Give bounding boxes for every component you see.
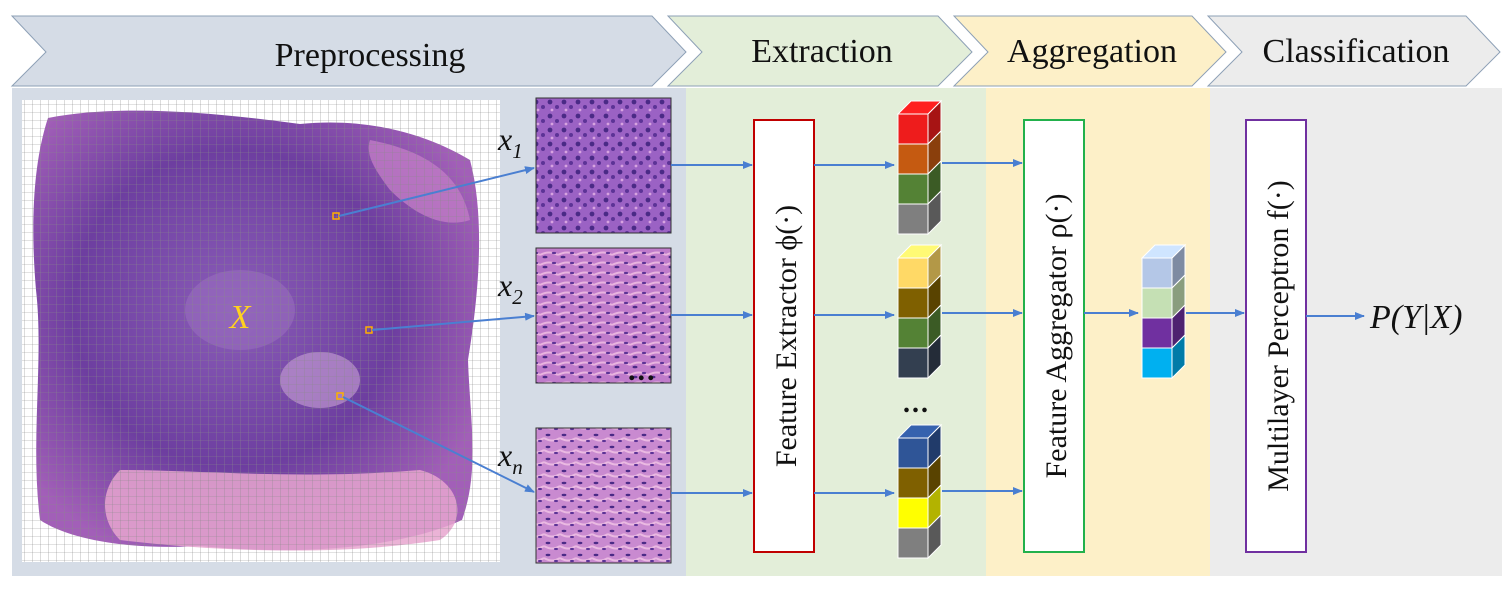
feature-aggregator-label: Feature Aggregator ρ(·) — [1040, 194, 1073, 479]
aggregated-cube-2 — [1141, 273, 1186, 320]
patch-label-n: xn — [497, 437, 523, 479]
extraction-chevron — [666, 15, 973, 87]
arrow-slide-to-patch-2 — [371, 312, 535, 331]
arrow-slide-to-patch-3 — [342, 396, 535, 493]
output-label: P(Y|X) — [1369, 299, 1462, 336]
feature-extractor-label: Feature Extractor ϕ(·) — [770, 205, 803, 467]
patch-label-2: x2 — [497, 267, 523, 309]
stack-n-cube-2 — [897, 453, 942, 500]
stage-label-extraction: Extraction — [751, 33, 893, 70]
classifier-box — [1245, 119, 1307, 553]
patch-image-1 — [535, 97, 672, 234]
aggregated-feature-vector — [1140, 243, 1187, 380]
feature-extractor-box — [753, 119, 815, 553]
aggregated-cube-3 — [1141, 303, 1186, 350]
aggregation-chevron — [952, 15, 1227, 87]
stack-2-cube-1 — [896, 243, 943, 290]
stack-2-cube-3 — [897, 303, 942, 350]
arrow-slide-to-patch-1 — [338, 166, 535, 217]
feature-aggregator-box — [1023, 119, 1085, 553]
feature-dots: ... — [903, 388, 930, 419]
stack-2-cube-2 — [897, 273, 942, 320]
patch-image-2 — [535, 247, 672, 384]
stack-1-cube-3 — [897, 159, 942, 206]
classifier-label: Multilayer Perceptron f(·) — [1262, 180, 1295, 492]
patch-label-1: x1 — [497, 121, 523, 163]
classification-chevron — [1206, 15, 1501, 87]
feature-vector-2 — [896, 243, 943, 380]
feature-vector-n — [896, 423, 943, 560]
aggregated-cube-4 — [1141, 333, 1186, 380]
stack-n-cube-1 — [896, 423, 943, 470]
feature-vector-1 — [896, 99, 943, 236]
patch-marker-3 — [336, 392, 344, 400]
aggregated-cube-1 — [1140, 243, 1187, 290]
stack-1-cube-4 — [897, 189, 942, 236]
preprocessing-chevron — [10, 15, 687, 87]
stage-label-aggregation: Aggregation — [1007, 33, 1177, 70]
stack-2-cube-4 — [897, 333, 942, 380]
slide-label: X — [228, 299, 252, 336]
whole-slide-image: X — [22, 100, 500, 562]
stage-label-preprocessing: Preprocessing — [275, 37, 466, 74]
stack-n-cube-4 — [897, 513, 942, 560]
stage-label-classification: Classification — [1263, 33, 1450, 70]
patch-image-3 — [535, 427, 672, 564]
stack-n-cube-3 — [897, 483, 942, 530]
stack-1-cube-1 — [896, 99, 943, 146]
patch-dots: ... — [628, 354, 657, 387]
